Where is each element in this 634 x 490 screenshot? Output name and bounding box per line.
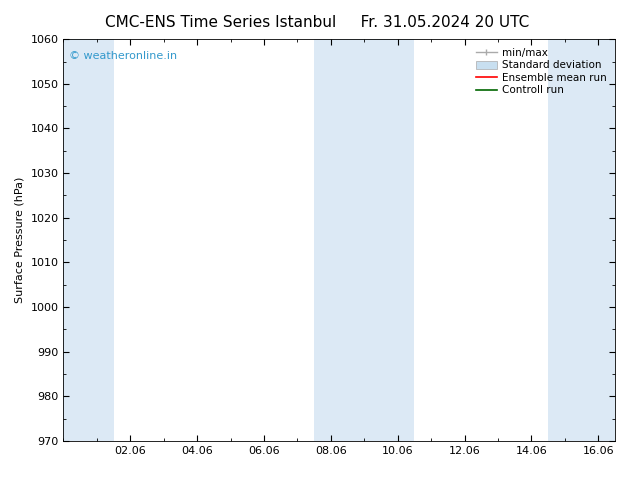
Bar [63, 39, 113, 441]
Legend: min/max, Standard deviation, Ensemble mean run, Controll run: min/max, Standard deviation, Ensemble me… [473, 45, 610, 98]
Y-axis label: Surface Pressure (hPa): Surface Pressure (hPa) [15, 177, 25, 303]
Text: © weatheronline.in: © weatheronline.in [69, 51, 177, 61]
Bar [314, 39, 415, 441]
Bar [548, 39, 615, 441]
Text: CMC-ENS Time Series Istanbul     Fr. 31.05.2024 20 UTC: CMC-ENS Time Series Istanbul Fr. 31.05.2… [105, 15, 529, 30]
